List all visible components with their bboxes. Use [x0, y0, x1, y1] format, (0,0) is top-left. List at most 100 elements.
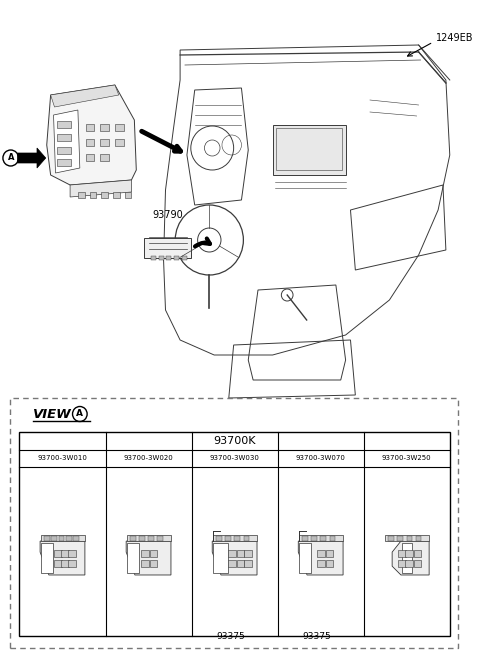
FancyBboxPatch shape — [159, 256, 164, 260]
FancyBboxPatch shape — [90, 192, 96, 198]
FancyBboxPatch shape — [115, 124, 124, 131]
FancyBboxPatch shape — [61, 550, 69, 557]
FancyBboxPatch shape — [225, 536, 231, 541]
Polygon shape — [70, 180, 132, 197]
FancyBboxPatch shape — [234, 536, 240, 541]
Text: 93700-3W030: 93700-3W030 — [210, 455, 260, 462]
FancyBboxPatch shape — [127, 535, 171, 541]
FancyBboxPatch shape — [150, 560, 157, 567]
FancyBboxPatch shape — [150, 550, 157, 557]
FancyBboxPatch shape — [299, 535, 343, 541]
FancyBboxPatch shape — [405, 550, 413, 557]
FancyBboxPatch shape — [144, 238, 191, 258]
FancyBboxPatch shape — [325, 550, 333, 557]
FancyBboxPatch shape — [321, 536, 326, 541]
FancyBboxPatch shape — [397, 536, 403, 541]
FancyBboxPatch shape — [100, 154, 109, 161]
FancyBboxPatch shape — [148, 536, 154, 541]
FancyBboxPatch shape — [317, 560, 324, 567]
FancyBboxPatch shape — [157, 536, 163, 541]
FancyBboxPatch shape — [228, 550, 236, 557]
FancyBboxPatch shape — [85, 139, 95, 146]
Polygon shape — [47, 85, 136, 185]
Polygon shape — [41, 543, 53, 573]
FancyBboxPatch shape — [58, 159, 71, 166]
Polygon shape — [18, 148, 46, 168]
Polygon shape — [40, 541, 85, 575]
FancyBboxPatch shape — [41, 535, 85, 541]
FancyBboxPatch shape — [59, 536, 64, 541]
Text: A: A — [76, 409, 84, 419]
FancyBboxPatch shape — [100, 139, 109, 146]
Text: 93700-3W010: 93700-3W010 — [37, 455, 87, 462]
Text: VIEW: VIEW — [33, 407, 72, 420]
Text: 1249EB: 1249EB — [436, 33, 474, 43]
FancyBboxPatch shape — [317, 550, 324, 557]
Text: 93700-3W250: 93700-3W250 — [382, 455, 432, 462]
FancyBboxPatch shape — [61, 560, 69, 567]
FancyBboxPatch shape — [216, 536, 222, 541]
Polygon shape — [54, 110, 80, 173]
FancyBboxPatch shape — [151, 256, 156, 260]
FancyBboxPatch shape — [244, 560, 252, 567]
FancyBboxPatch shape — [125, 192, 132, 198]
FancyBboxPatch shape — [228, 560, 236, 567]
FancyBboxPatch shape — [66, 536, 72, 541]
Text: 93375: 93375 — [216, 632, 245, 641]
Polygon shape — [126, 541, 171, 575]
FancyBboxPatch shape — [78, 192, 84, 198]
FancyBboxPatch shape — [174, 256, 179, 260]
FancyBboxPatch shape — [44, 536, 50, 541]
FancyBboxPatch shape — [68, 560, 76, 567]
Polygon shape — [212, 541, 257, 575]
FancyBboxPatch shape — [54, 560, 61, 567]
FancyBboxPatch shape — [237, 560, 244, 567]
FancyBboxPatch shape — [385, 535, 429, 541]
Text: 93700-3W070: 93700-3W070 — [296, 455, 346, 462]
FancyBboxPatch shape — [405, 560, 413, 567]
FancyBboxPatch shape — [100, 124, 109, 131]
FancyBboxPatch shape — [237, 550, 244, 557]
FancyBboxPatch shape — [416, 536, 421, 541]
FancyBboxPatch shape — [115, 139, 124, 146]
FancyBboxPatch shape — [273, 125, 346, 175]
FancyBboxPatch shape — [141, 560, 149, 567]
FancyBboxPatch shape — [414, 550, 421, 557]
FancyBboxPatch shape — [167, 256, 171, 260]
FancyBboxPatch shape — [414, 560, 421, 567]
Polygon shape — [299, 543, 311, 573]
FancyBboxPatch shape — [312, 536, 317, 541]
Polygon shape — [50, 85, 119, 107]
FancyBboxPatch shape — [141, 550, 149, 557]
Text: A: A — [8, 154, 14, 163]
FancyBboxPatch shape — [243, 536, 249, 541]
FancyBboxPatch shape — [113, 192, 120, 198]
FancyBboxPatch shape — [139, 536, 145, 541]
Text: 93375: 93375 — [302, 632, 331, 641]
FancyBboxPatch shape — [388, 536, 394, 541]
FancyBboxPatch shape — [302, 536, 308, 541]
FancyBboxPatch shape — [58, 134, 71, 141]
FancyBboxPatch shape — [101, 192, 108, 198]
FancyBboxPatch shape — [58, 147, 71, 154]
Polygon shape — [127, 543, 139, 573]
FancyBboxPatch shape — [58, 121, 71, 128]
FancyBboxPatch shape — [85, 154, 95, 161]
Text: 93790: 93790 — [152, 210, 183, 220]
Polygon shape — [402, 543, 412, 573]
FancyBboxPatch shape — [398, 550, 406, 557]
Polygon shape — [392, 541, 429, 575]
FancyBboxPatch shape — [130, 536, 136, 541]
FancyBboxPatch shape — [68, 550, 76, 557]
Text: 93700K: 93700K — [214, 436, 256, 446]
FancyBboxPatch shape — [73, 536, 79, 541]
FancyBboxPatch shape — [54, 550, 61, 557]
FancyBboxPatch shape — [407, 536, 412, 541]
FancyBboxPatch shape — [182, 256, 187, 260]
Text: 93700-3W020: 93700-3W020 — [124, 455, 173, 462]
FancyBboxPatch shape — [398, 560, 406, 567]
Polygon shape — [213, 543, 228, 573]
FancyBboxPatch shape — [51, 536, 57, 541]
FancyBboxPatch shape — [213, 535, 257, 541]
FancyBboxPatch shape — [325, 560, 333, 567]
